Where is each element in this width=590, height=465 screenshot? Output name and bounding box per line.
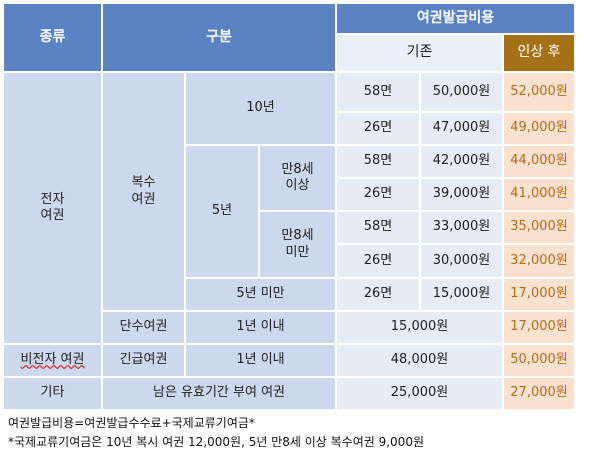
under5-label: 5년 미만: [186, 279, 335, 310]
new-fee-cell: 17,000원: [504, 279, 574, 310]
header-division: 구분: [103, 4, 335, 71]
passport-fee-table: 종류 구분 여권발급비용 기존 인상 후 전자 여권 복수 여권 10년 5년 …: [4, 4, 584, 409]
pages-cell: 58면: [337, 212, 419, 243]
pages-cell: 26면: [337, 179, 419, 210]
non-electronic-text: 비전자 여권: [20, 352, 85, 368]
new-fee-cell: 50,000원: [504, 345, 574, 376]
header-current: 기존: [337, 35, 502, 71]
header-type: 종류: [4, 4, 101, 71]
current-fee-cell: 48,000원: [337, 345, 502, 376]
new-fee-cell: 52,000원: [504, 73, 574, 111]
remaining-validity-label: 남은 유효기간 부여 여권: [103, 378, 335, 409]
pages-cell: 26면: [337, 279, 419, 310]
five-year-label: 5년: [186, 146, 258, 277]
header-fee: 여권발급비용: [337, 4, 574, 33]
current-fee-cell: 39,000원: [421, 179, 502, 210]
pages-cell: 58면: [337, 146, 419, 177]
pages-cell: 58면: [337, 73, 419, 111]
age8-under-label: 만8세 미만: [260, 212, 335, 277]
age8-over-label: 만8세 이상: [260, 146, 335, 210]
pages-cell: 26면: [337, 245, 419, 277]
single-passport-label: 단수여권: [103, 312, 184, 343]
new-fee-cell: 17,000원: [504, 312, 574, 343]
new-fee-cell: 35,000원: [504, 212, 574, 243]
emergency-passport-label: 긴급여권: [103, 345, 184, 376]
new-fee-cell: 49,000원: [504, 113, 574, 144]
ten-year-label: 10년: [186, 73, 335, 144]
current-fee-cell: 47,000원: [421, 113, 502, 144]
within-1year-label: 1년 이내: [186, 345, 335, 376]
other-label: 기타: [4, 378, 101, 409]
new-fee-cell: 41,000원: [504, 179, 574, 210]
header-after: 인상 후: [504, 35, 574, 71]
new-fee-cell: 27,000원: [504, 378, 574, 409]
new-fee-cell: 44,000원: [504, 146, 574, 177]
current-fee-cell: 33,000원: [421, 212, 502, 243]
current-fee-cell: 15,000원: [421, 279, 502, 310]
within-1year-label: 1년 이내: [186, 312, 335, 343]
current-fee-cell: 30,000원: [421, 245, 502, 277]
current-fee-cell: 15,000원: [337, 312, 502, 343]
multiple-passport-label: 복수 여권: [103, 73, 184, 310]
footnote-contribution: *국제교류기여금은 10년 복시 여권 12,000원, 5년 만8세 이상 복…: [8, 435, 424, 449]
current-fee-cell: 25,000원: [337, 378, 502, 409]
footnote-formula: 여권발급비용=여권발급수수료+국제교류기여금*: [8, 416, 255, 430]
electronic-passport-label: 전자 여권: [4, 73, 101, 343]
non-electronic-passport-label: 비전자 여권: [4, 345, 101, 376]
new-fee-cell: 32,000원: [504, 245, 574, 277]
current-fee-cell: 50,000원: [421, 73, 502, 111]
pages-cell: 26면: [337, 113, 419, 144]
current-fee-cell: 42,000원: [421, 146, 502, 177]
